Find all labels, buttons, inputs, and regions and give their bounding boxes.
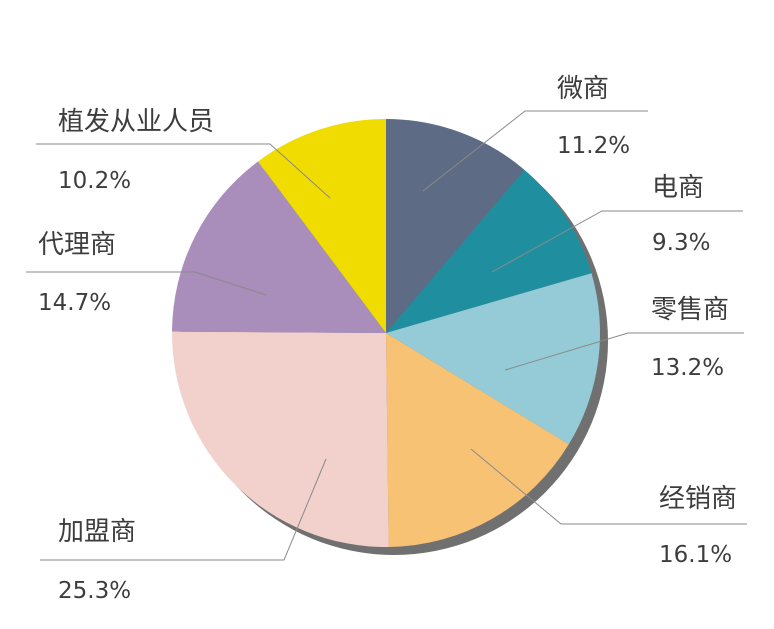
slice-percent-label: 10.2% [58, 168, 131, 194]
leader-line-6 [26, 271, 267, 296]
slice-name-label: 微商 [557, 74, 609, 104]
slice-name-label: 经销商 [659, 484, 737, 514]
pie-slice-5 [172, 331, 389, 547]
leader-line-7 [36, 143, 331, 199]
slice-name-label: 代理商 [38, 230, 116, 260]
slice-percent-label: 16.1% [659, 542, 732, 568]
pie-slice-6 [172, 161, 386, 333]
leader-line-4 [470, 448, 747, 525]
slice-percent-label: 11.2% [557, 133, 630, 159]
leader-lines [26, 110, 747, 561]
slice-percent-label: 14.7% [38, 290, 111, 316]
leader-line-2 [491, 210, 743, 273]
leader-line-1 [422, 110, 648, 192]
slice-name-label: 植发从业人员 [58, 107, 214, 137]
slice-labels: 微商 11.2% 电商 9.3% 零售商 13.2% 经销商 16.1% 加盟商 25.3% 代理商… [38, 74, 737, 604]
pie-slice-4 [386, 333, 569, 547]
slice-name-label: 加盟商 [58, 517, 136, 547]
pie-slice-2 [386, 169, 592, 333]
pie-slices [172, 119, 600, 547]
slice-percent-label: 13.2% [651, 355, 724, 381]
pie-slice-7 [258, 119, 386, 333]
pie-slice-3 [386, 273, 600, 445]
slice-name-label: 电商 [652, 173, 704, 203]
leader-line-3 [504, 332, 744, 371]
slice-percent-label: 25.3% [58, 578, 131, 604]
slice-name-label: 零售商 [651, 295, 729, 325]
slice-percent-label: 9.3% [652, 230, 710, 256]
pie-slice-1 [386, 119, 525, 333]
leader-line-5 [40, 458, 327, 561]
